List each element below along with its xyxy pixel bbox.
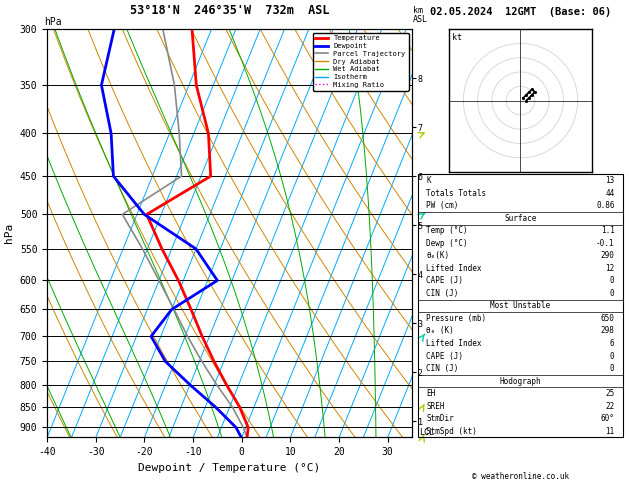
Text: StmDir: StmDir bbox=[426, 414, 454, 423]
Text: CAPE (J): CAPE (J) bbox=[426, 277, 464, 285]
Legend: Temperature, Dewpoint, Parcel Trajectory, Dry Adiabat, Wet Adiabat, Isotherm, Mi: Temperature, Dewpoint, Parcel Trajectory… bbox=[313, 33, 408, 90]
Text: θₑ(K): θₑ(K) bbox=[426, 251, 450, 260]
Text: LCL: LCL bbox=[420, 428, 434, 437]
Text: 12: 12 bbox=[605, 264, 615, 273]
Text: 0: 0 bbox=[610, 364, 615, 373]
Text: 11: 11 bbox=[605, 427, 615, 435]
Text: 0: 0 bbox=[610, 289, 615, 298]
Text: km
ASL: km ASL bbox=[413, 6, 428, 24]
Text: 650: 650 bbox=[601, 314, 615, 323]
Text: 0: 0 bbox=[610, 277, 615, 285]
Text: kt: kt bbox=[452, 34, 462, 42]
Text: 0.86: 0.86 bbox=[596, 201, 615, 210]
Text: -0.1: -0.1 bbox=[596, 239, 615, 248]
Text: Temp (°C): Temp (°C) bbox=[426, 226, 468, 235]
Text: 53°18'N  246°35'W  732m  ASL: 53°18'N 246°35'W 732m ASL bbox=[130, 4, 330, 17]
Text: Hodograph: Hodograph bbox=[499, 377, 542, 385]
Text: K: K bbox=[426, 176, 431, 185]
Text: 22: 22 bbox=[605, 401, 615, 411]
Y-axis label: hPa: hPa bbox=[4, 223, 14, 243]
Text: 25: 25 bbox=[605, 389, 615, 398]
Text: Lifted Index: Lifted Index bbox=[426, 264, 482, 273]
Text: Lifted Index: Lifted Index bbox=[426, 339, 482, 348]
Text: Pressure (mb): Pressure (mb) bbox=[426, 314, 487, 323]
Text: hPa: hPa bbox=[44, 17, 62, 27]
Text: CIN (J): CIN (J) bbox=[426, 289, 459, 298]
Text: Surface: Surface bbox=[504, 214, 537, 223]
Text: © weatheronline.co.uk: © weatheronline.co.uk bbox=[472, 472, 569, 481]
Text: 1.1: 1.1 bbox=[601, 226, 615, 235]
Text: 60°: 60° bbox=[601, 414, 615, 423]
Text: Totals Totals: Totals Totals bbox=[426, 189, 487, 198]
Text: 298: 298 bbox=[601, 327, 615, 335]
Text: 0: 0 bbox=[610, 351, 615, 361]
Text: Dewp (°C): Dewp (°C) bbox=[426, 239, 468, 248]
Text: 02.05.2024  12GMT  (Base: 06): 02.05.2024 12GMT (Base: 06) bbox=[430, 7, 611, 17]
Text: Most Unstable: Most Unstable bbox=[491, 301, 550, 311]
Text: PW (cm): PW (cm) bbox=[426, 201, 459, 210]
Text: SREH: SREH bbox=[426, 401, 445, 411]
Text: θₑ (K): θₑ (K) bbox=[426, 327, 454, 335]
Text: StmSpd (kt): StmSpd (kt) bbox=[426, 427, 477, 435]
Text: CAPE (J): CAPE (J) bbox=[426, 351, 464, 361]
X-axis label: Dewpoint / Temperature (°C): Dewpoint / Temperature (°C) bbox=[138, 463, 321, 473]
Text: 44: 44 bbox=[605, 189, 615, 198]
Text: 13: 13 bbox=[605, 176, 615, 185]
Text: 6: 6 bbox=[610, 339, 615, 348]
Text: 290: 290 bbox=[601, 251, 615, 260]
Text: EH: EH bbox=[426, 389, 436, 398]
Text: CIN (J): CIN (J) bbox=[426, 364, 459, 373]
